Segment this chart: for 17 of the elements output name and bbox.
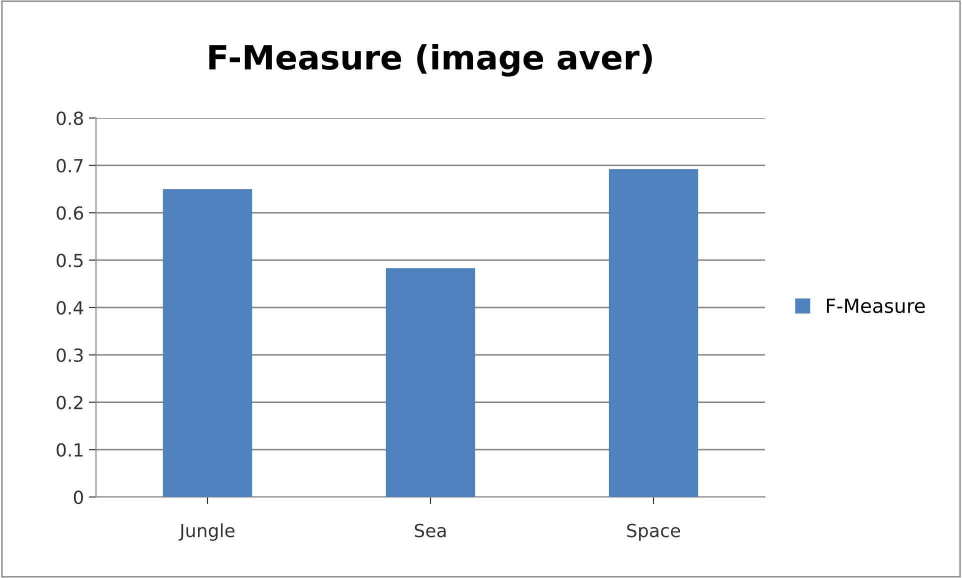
y-tick-label: 0.1 — [56, 443, 83, 457]
bar — [386, 268, 476, 497]
bar — [162, 189, 252, 497]
y-tick-label: 0.6 — [56, 206, 84, 220]
y-tick-label: 0.4 — [56, 300, 84, 315]
y-tick-label: 0.5 — [56, 254, 83, 268]
y-tick-label: 0.2 — [56, 396, 82, 410]
y-tick-label: 0.3 — [56, 348, 83, 362]
bar — [608, 169, 698, 497]
y-tick-label: 0 — [74, 490, 83, 504]
x-tick-label: Jungle — [178, 523, 234, 541]
x-tick-label: Space — [627, 524, 680, 541]
legend-label: F-Measure — [826, 298, 925, 314]
y-tick-label: 0.8 — [56, 111, 83, 126]
x-tick-label: Sea — [414, 524, 446, 538]
y-tick-label: 0.7 — [56, 158, 83, 172]
chart-title: F-Measure (image aver) — [209, 44, 652, 77]
